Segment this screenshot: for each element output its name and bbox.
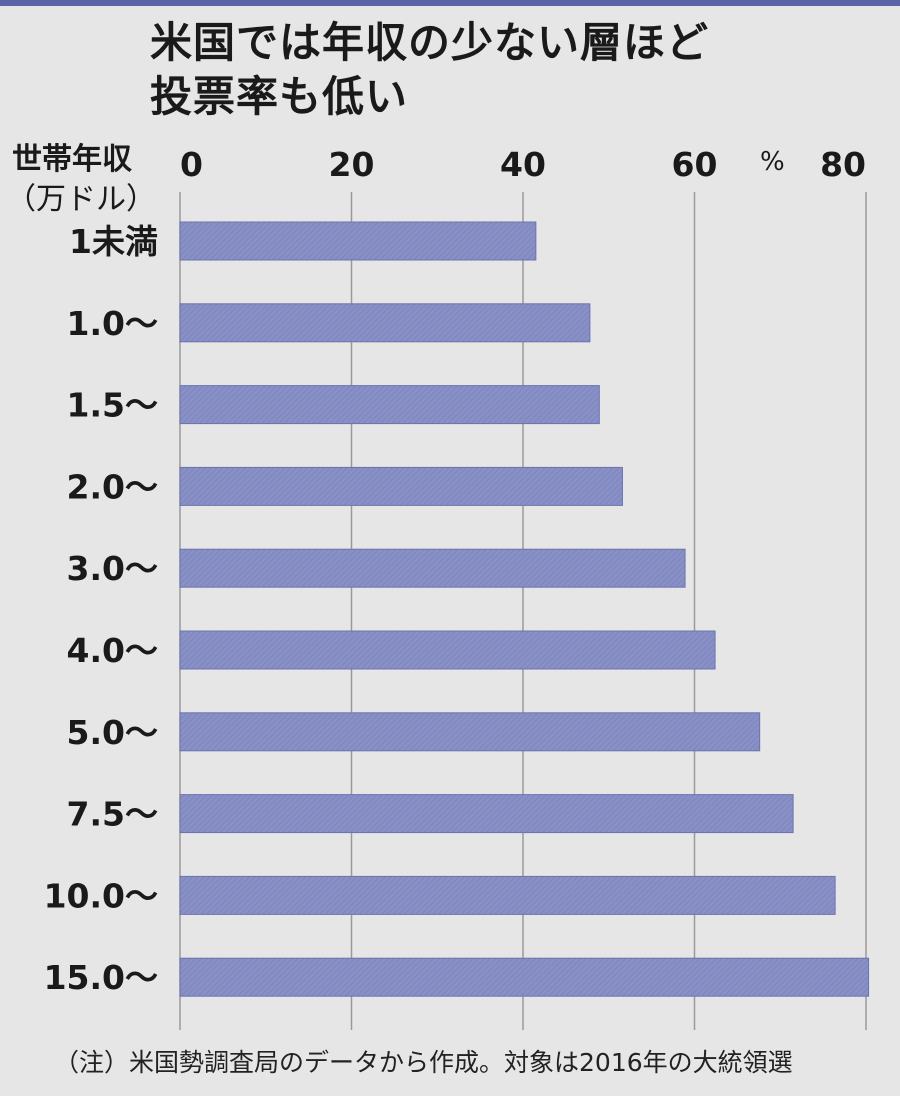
category-label: 7.5〜 [67,795,158,834]
chart-title-line-2: 投票率も低い [150,72,409,121]
top-accent-rule [0,0,900,6]
category-label: 5.0〜 [67,713,158,752]
category-label: 1.5〜 [67,386,158,425]
category-label: 1.0〜 [67,304,158,343]
bars [179,221,870,997]
chart-title: 米国では年収の少ない層ほど 投票率も低い [150,16,709,124]
category-label: 15.0〜 [44,958,158,997]
bar [179,221,537,261]
category-label: 4.0〜 [67,631,158,670]
bar [179,957,870,997]
category-label: 3.0〜 [67,549,158,588]
chart-title-line-1: 米国では年収の少ない層ほど [150,18,710,67]
bar [179,794,794,834]
x-tick-label: 60 [672,145,718,184]
x-tick-label: 80 [820,145,866,184]
x-tick-label: 0 [180,145,203,184]
bar [179,303,591,343]
source-note: （注）米国勢調査局のデータから作成。対象は2016年の大統領選 [54,1048,793,1077]
bar [179,712,761,752]
x-tick-labels: 0 20 40 60 80 [180,145,866,184]
y-axis-unit: （万ドル） [6,182,156,217]
category-label: 2.0〜 [67,467,158,506]
bar [179,630,716,670]
x-tick-label: 20 [329,145,375,184]
bar [179,548,686,588]
bar [179,385,600,425]
category-labels: 1未満 1.0〜 1.5〜 2.0〜 3.0〜 4.0〜 5.0〜 7.5〜 10.0〜 15.0… [44,222,158,997]
x-tick-label: 40 [500,145,546,184]
y-axis-label: 世帯年収 [12,142,132,177]
category-label: 1未満 [69,222,158,261]
bar [179,466,623,506]
bar [179,875,836,915]
x-axis-unit: % [760,147,785,177]
category-label: 10.0〜 [44,876,158,915]
